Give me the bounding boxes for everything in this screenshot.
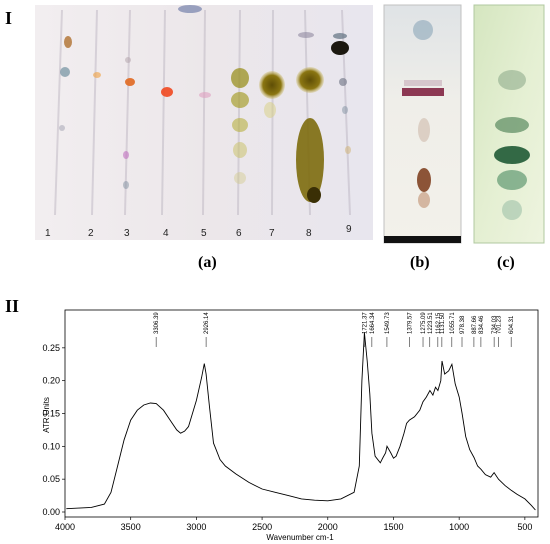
peak-label: 1379.57 [407,312,413,334]
peak-label: 834.46 [479,315,485,334]
lane-label: 5 [201,228,207,239]
peak-label: 978.38 [460,315,466,334]
peak-label: 1055.71 [450,312,456,334]
lane-label: 6 [236,228,242,239]
peak-label: 1664.34 [370,312,376,334]
y-tick-label: 0.25 [42,343,60,353]
x-tick-label: 2000 [318,522,338,532]
y-tick-label: 0.15 [42,409,60,419]
x-tick-label: 1500 [383,522,403,532]
peak-label: 1549.73 [385,312,391,334]
peak-label: 1162.15 [436,312,442,334]
x-tick-label: 3500 [121,522,141,532]
lane-label: 9 [346,224,352,235]
peak-label: 1275.09 [421,312,427,334]
x-tick-label: 3000 [186,522,206,532]
y-tick-label: 0.05 [42,474,60,484]
x-tick-label: 1000 [449,522,469,532]
tlc-plates: 1 2 3 4 5 6 7 8 9 [35,4,545,244]
y-tick-label: 0.00 [42,507,60,517]
plot-frame [64,309,539,518]
peak-label: 1223.51 [428,312,434,334]
x-axis-label: Wavenumber cm-1 [266,533,334,542]
x-ticks: 4000 3500 3000 2500 2000 1500 1000 500 [55,517,532,532]
y-tick-label: 0.10 [42,441,60,451]
x-tick-label: 500 [517,522,532,532]
y-ticks: 0.00 0.05 0.10 0.15 0.20 0.25 [42,343,65,517]
peak-label: 887.66 [472,315,478,334]
peak-label: 3306.39 [154,312,160,334]
peak-label: 604.31 [509,315,515,334]
y-axis-label: ATR Units [42,397,51,433]
x-tick-label: 4000 [55,522,75,532]
x-tick-label: 2500 [252,522,272,532]
peak-label: 734.03 [492,315,498,334]
plate-b [383,4,462,244]
sub-label-c: (c) [497,254,515,271]
spectrum-line [66,332,536,511]
part-I-label: I [5,8,13,28]
peak-label: 2926.14 [204,312,210,334]
lane-label: 7 [269,228,275,239]
lane-label: 3 [124,228,130,239]
sub-label-a: (a) [198,254,217,271]
plate-a: 1 2 3 4 5 6 7 8 9 [35,5,373,240]
plate-c [473,4,545,244]
lane-label: 8 [306,228,312,239]
peak-label: 1131.50 [440,312,446,334]
part-II-label: II [5,296,20,316]
peak-labels: 3306.39 2926.14 1721.37 1664.34 1549.73 1379.… [154,312,515,347]
lane-label: 2 [88,228,94,239]
lane-label: 1 [45,228,51,239]
peak-label: 701.23 [496,315,502,334]
sub-label-b: (b) [410,254,430,271]
y-tick-label: 0.20 [42,376,60,386]
peak-label: 1721.37 [362,312,368,334]
lane-label: 4 [163,228,169,239]
